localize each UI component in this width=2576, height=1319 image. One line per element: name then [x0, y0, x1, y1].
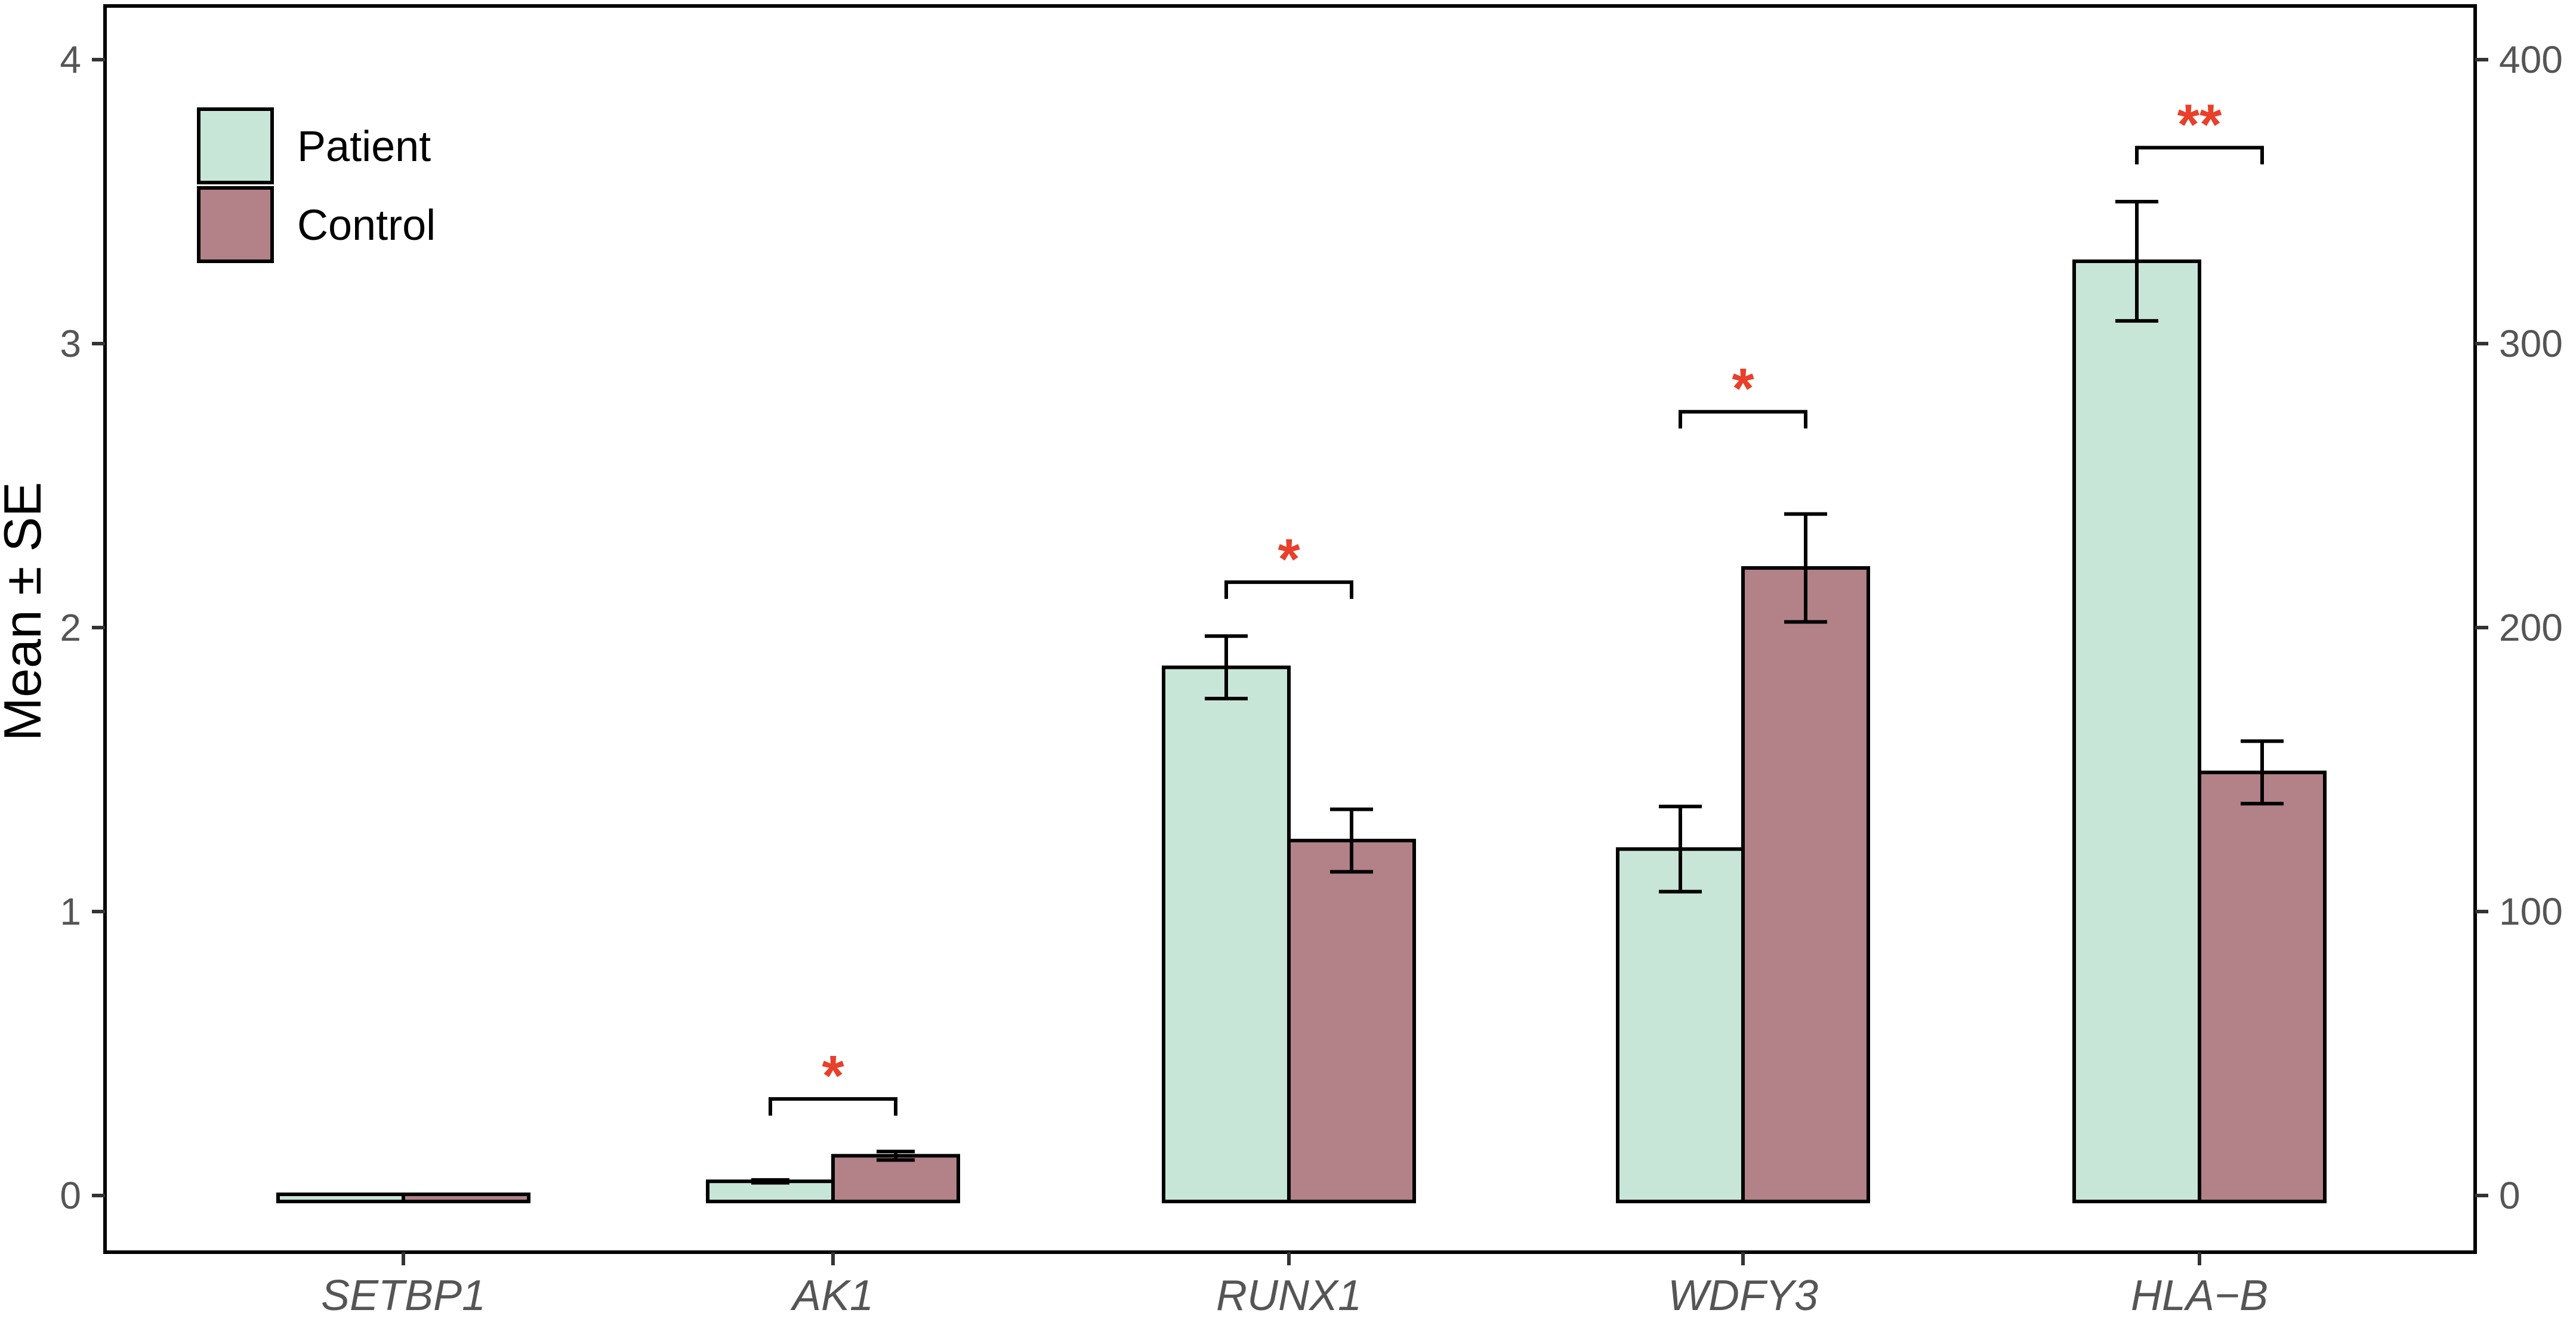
y-tick-label: 0: [60, 1174, 81, 1217]
significance-bracket: [1224, 580, 1353, 599]
y-axis-title: Mean ± SE: [0, 482, 52, 742]
bar-control-ak1: [831, 1154, 960, 1203]
significance-label: *: [822, 1044, 844, 1108]
x-category-label: AK1: [790, 1272, 874, 1319]
bar-control-setbp1: [402, 1193, 530, 1203]
y-tick-label: 1: [60, 890, 81, 933]
bar-patient-wdfy3: [1616, 847, 1745, 1203]
bar-control-hlab: [2198, 770, 2327, 1203]
significance-label: *: [1278, 527, 1300, 591]
secondary-y-tick-label: 100: [2499, 890, 2563, 933]
significance-label: *: [1732, 357, 1754, 421]
bar-patient-runx1: [1162, 665, 1291, 1203]
legend-label-patient: Patient: [297, 123, 431, 171]
secondary-y-tick-label: 300: [2499, 322, 2563, 365]
secondary-y-tick-label: 400: [2499, 38, 2563, 81]
legend-label-control: Control: [297, 202, 436, 249]
x-category-label: HLA−B: [2131, 1272, 2268, 1319]
significance-bracket: [769, 1097, 897, 1116]
y-tick-label: 2: [60, 606, 81, 649]
y-tick-label: 4: [60, 38, 81, 81]
secondary-y-tick-label: 0: [2499, 1174, 2521, 1217]
bar-patient-setbp1: [276, 1193, 405, 1203]
legend-swatch-control: [197, 186, 274, 263]
bar-control-runx1: [1287, 839, 1416, 1203]
significance-bracket: [2135, 146, 2264, 165]
y-tick-label: 3: [60, 322, 81, 365]
significance-bracket: [1679, 410, 1807, 429]
x-category-label: SETBP1: [321, 1272, 486, 1319]
secondary-y-tick-label: 200: [2499, 606, 2563, 649]
bar-patient-hlab: [2072, 259, 2201, 1204]
legend-swatch-patient: [197, 107, 274, 184]
bar-control-wdfy3: [1741, 566, 1870, 1203]
significance-label: **: [2177, 93, 2222, 157]
x-category-label: RUNX1: [1216, 1272, 1362, 1319]
x-category-label: WDFY3: [1668, 1272, 1818, 1319]
